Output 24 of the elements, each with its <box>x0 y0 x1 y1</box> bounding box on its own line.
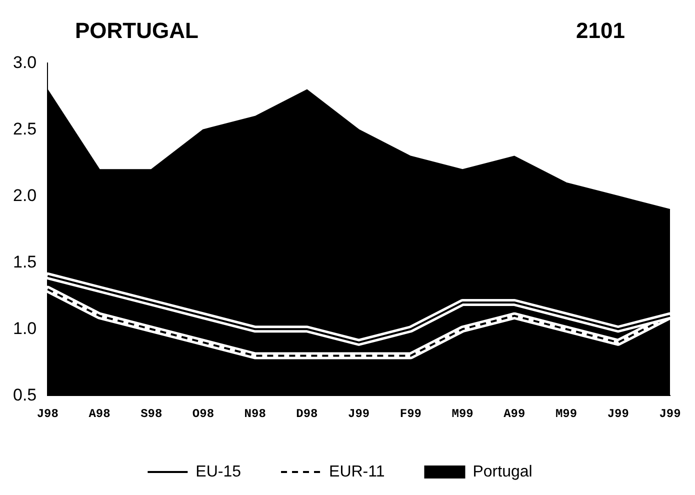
legend-label: EUR-11 <box>329 463 385 480</box>
y-tick-label: 2.0 <box>12 186 37 205</box>
x-tick-label: D98 <box>296 406 318 421</box>
legend-label: EU-15 <box>196 463 242 480</box>
x-tick-label: F99 <box>400 406 422 421</box>
y-tick-label: 0.5 <box>12 385 37 404</box>
x-tick-label: J99 <box>348 406 370 421</box>
y-tick-label: 2.5 <box>12 119 37 138</box>
y-tick-label: 1.5 <box>12 252 37 272</box>
y-tick-label: 1.0 <box>12 318 37 338</box>
x-tick-label: M99 <box>555 406 578 421</box>
chart-subtitle: 2101 <box>576 18 625 44</box>
x-tick-label: J99 <box>607 406 629 421</box>
x-tick-label: A99 <box>504 406 526 421</box>
x-tick-label: N98 <box>244 406 266 421</box>
chart-title: PORTUGAL <box>75 18 198 44</box>
x-tick-label: O98 <box>192 406 214 421</box>
x-tick-label: S98 <box>140 406 162 421</box>
x-tick-label: A98 <box>88 406 110 421</box>
legend-label: Portugal <box>472 463 532 480</box>
x-tick-label: J98 <box>36 406 58 421</box>
x-tick-label: J99 <box>659 406 681 421</box>
y-tick-label: 3.0 <box>12 52 37 72</box>
x-tick-label: M99 <box>452 406 474 421</box>
